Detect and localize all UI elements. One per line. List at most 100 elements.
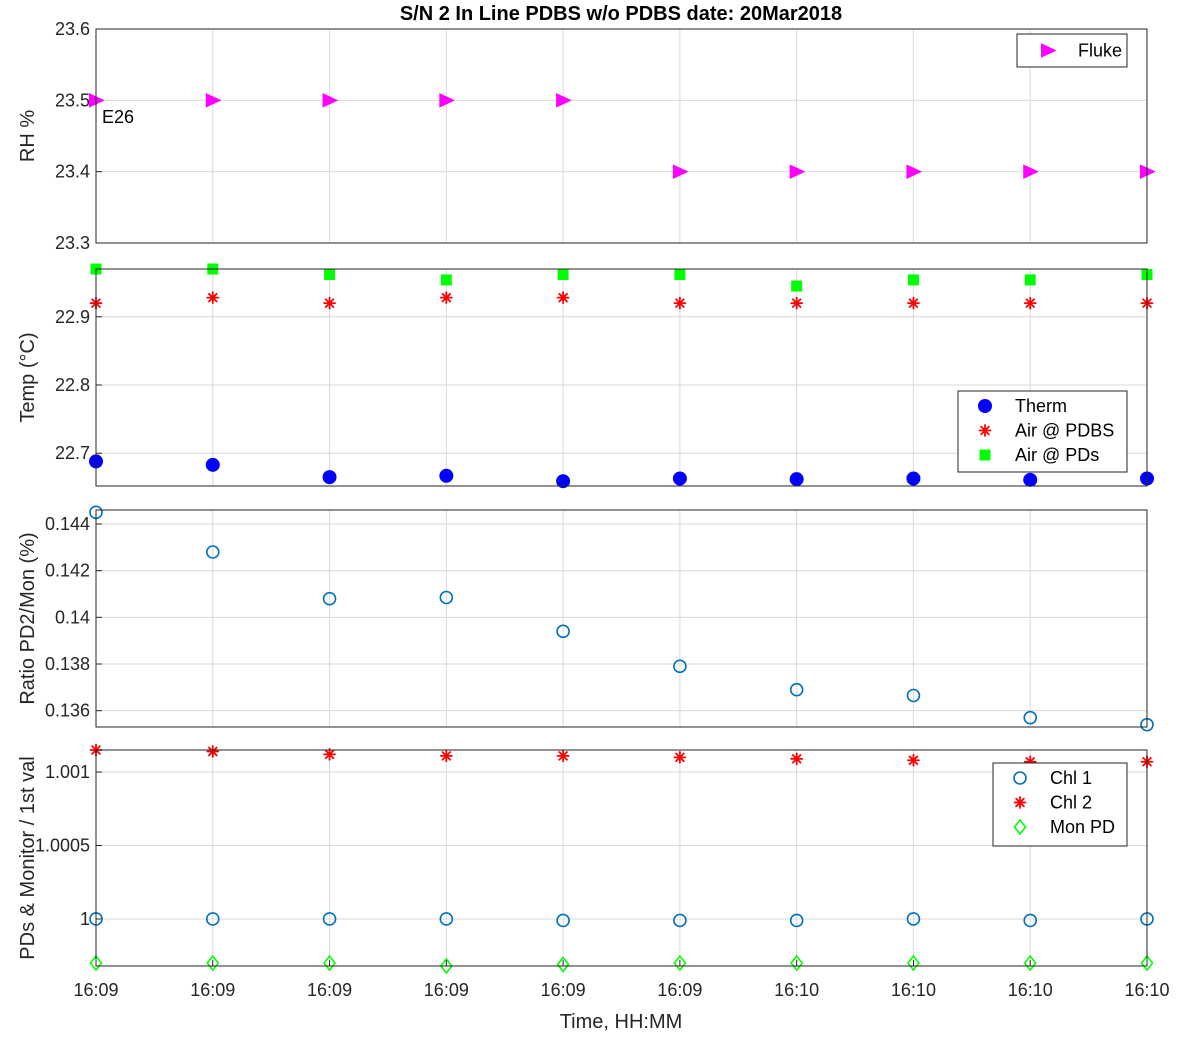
data-point: [1023, 710, 1038, 725]
legend-label: Chl 1: [1050, 768, 1092, 788]
x-tick-label: 16:10: [774, 980, 819, 1000]
data-point: [906, 912, 921, 926]
y-tick-label: 0.142: [45, 561, 90, 581]
data-point: [674, 268, 686, 280]
x-tick-label: 16:09: [541, 980, 586, 1000]
data-point: [205, 912, 220, 926]
y-tick-label: 22.8: [55, 375, 90, 395]
x-tick-label: 16:10: [891, 980, 936, 1000]
data-point: [556, 624, 570, 639]
legend-marker: [1013, 771, 1027, 785]
axes-frame: [95, 268, 1148, 487]
data-point: [556, 291, 570, 305]
legend-label: Air @ PDBS: [1015, 421, 1114, 441]
x-tick-label: 16:09: [424, 980, 469, 1000]
data-point: [672, 164, 689, 179]
data-point: [906, 954, 920, 972]
data-point: [907, 274, 919, 286]
x-tick-label: 16:09: [657, 980, 702, 1000]
y-tick-label: 0.14: [55, 607, 90, 627]
legend-marker: [1013, 796, 1027, 809]
y-axis-label: Temp (°C): [17, 332, 39, 422]
data-point: [556, 749, 570, 763]
y-tick-label: 22.9: [55, 307, 90, 327]
series-3: [89, 954, 1154, 975]
legend-label: Fluke: [1078, 41, 1122, 61]
x-tick-label: 16:10: [1008, 980, 1053, 1000]
data-point: [790, 954, 804, 972]
legend-marker: [1013, 818, 1027, 836]
x-tick-label: 16:10: [1124, 980, 1169, 1000]
data-point: [205, 93, 222, 108]
axes-frame: [95, 28, 1148, 244]
data-point: [907, 296, 920, 310]
x-tick-label: 16:09: [73, 980, 118, 1000]
legend: Therm Air @ PDBS Air @ PDs: [957, 390, 1128, 473]
axes-frame: [95, 509, 1148, 728]
data-point: [789, 472, 804, 487]
legend-label: Air @ PDs: [1015, 445, 1099, 465]
data-point: [439, 749, 453, 763]
data-point: [556, 474, 571, 489]
data-point: [322, 591, 337, 606]
data-point: [791, 280, 803, 292]
y-tick-label: 23.5: [55, 90, 90, 110]
series-1: [89, 912, 1154, 928]
series-1: [89, 93, 1156, 179]
data-point: [440, 274, 452, 286]
data-point: [789, 682, 804, 697]
y-tick-label: 0.144: [45, 514, 90, 534]
data-point: [439, 291, 453, 305]
data-point: [673, 659, 687, 674]
legend-label: Mon PD: [1050, 817, 1115, 837]
x-tick-label: 16:09: [190, 980, 235, 1000]
data-point: [906, 688, 921, 703]
y-tick-label: 0.138: [45, 654, 90, 674]
legend-marker: [979, 449, 991, 461]
y-tick-label: 23.6: [55, 19, 90, 39]
legend-label: Therm: [1015, 396, 1067, 416]
y-tick-label: 1.001: [45, 762, 90, 782]
y-axis-label: PDs & Monitor / 1st val: [17, 756, 39, 959]
data-point: [205, 457, 220, 472]
data-point: [906, 471, 921, 486]
data-point: [673, 296, 687, 310]
legend: Fluke: [1016, 33, 1128, 68]
series-3: [90, 263, 1153, 292]
data-point: [557, 268, 569, 280]
panel-1: 23.3 23.4 23.5 23.6 RH % E26 Fluke: [17, 19, 1156, 253]
data-point: [672, 471, 687, 486]
y-tick-label: 23.3: [55, 233, 90, 253]
annotation-label: E26: [102, 107, 134, 127]
data-point: [1024, 274, 1036, 286]
panels: 23.3 23.4 23.5 23.6 RH % E26 Fluke 22.7 22.8 22.9…: [17, 19, 1170, 1000]
data-point: [322, 912, 337, 926]
series-1: [89, 454, 1154, 489]
data-point: [907, 753, 920, 767]
legend-box: [1016, 33, 1128, 68]
legend-marker: [978, 424, 992, 437]
legend-marker: [1041, 43, 1057, 58]
data-point: [1023, 954, 1037, 972]
y-axis-label: RH %: [17, 110, 39, 162]
x-tick-label: 16:09: [307, 980, 352, 1000]
legend-box: [992, 762, 1128, 847]
y-axis-label: Ratio PD2/Mon (%): [17, 532, 39, 704]
series-1: [89, 505, 1154, 732]
axes-frame: [95, 749, 1148, 967]
data-point: [439, 93, 456, 108]
y-tick-label: 23.4: [55, 162, 90, 182]
data-point: [205, 545, 220, 559]
data-point: [439, 957, 453, 975]
panel-4: 1 1.0005 1.001 PDs & Monitor / 1st val Chl 1…: [17, 743, 1170, 1000]
data-point: [439, 590, 454, 605]
data-point: [1140, 954, 1154, 972]
data-point: [556, 956, 570, 973]
data-point: [89, 954, 103, 972]
data-point: [556, 913, 570, 928]
data-point: [789, 913, 804, 928]
y-tick-label: 1.0005: [35, 836, 90, 856]
panel-2: 22.7 22.8 22.9 Temp (°C) Therm Air @ PDBS Air …: [17, 263, 1154, 489]
data-point: [1023, 164, 1039, 179]
